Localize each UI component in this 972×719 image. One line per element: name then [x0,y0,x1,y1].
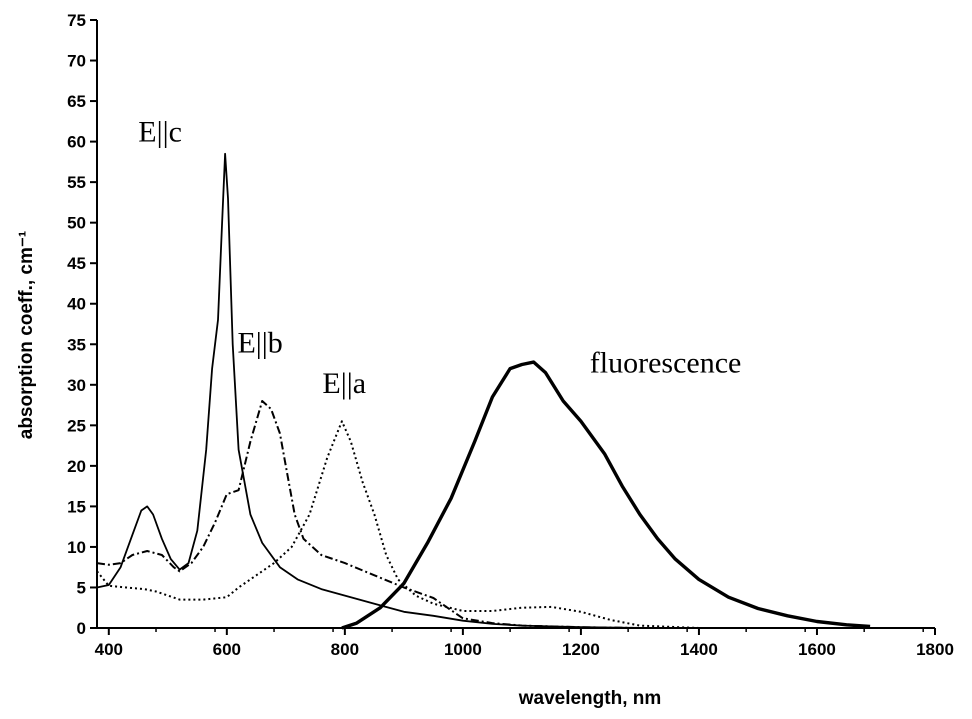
x-tick-label: 400 [95,640,123,659]
x-tick-label: 800 [331,640,359,659]
y-tick-label: 60 [67,133,86,152]
y-tick-label: 30 [67,376,86,395]
series-line [96,152,640,629]
y-tick-label: 5 [77,578,86,597]
y-tick-label: 10 [67,538,86,557]
y-tick-label: 50 [67,214,86,233]
y-tick-label: 55 [67,173,86,192]
x-tick-label: 1600 [798,640,836,659]
axes [96,20,935,629]
y-axis-label: absorption coeff., cm⁻¹ [16,231,37,440]
y-tick-label: 65 [67,92,86,111]
series-line [96,420,699,629]
ticks: 400 600 800 1000 1200 1400 1600 1800 0 5 10 15 20 25 3… [67,11,954,659]
y-tick-label: 45 [67,254,86,273]
series-annotation: fluorescence [590,347,742,380]
series-annotation: E||b [237,326,282,359]
series-line [341,360,871,630]
y-tick-label: 70 [67,52,86,71]
x-axis-label: wavelength, nm [518,688,662,709]
y-tick-label: 35 [67,335,86,354]
series-annotation: E||a [322,367,366,400]
y-tick-label: 40 [67,295,86,314]
x-tick-label: 600 [213,640,241,659]
y-tick-label: 25 [67,416,86,435]
x-tick-label: 1000 [444,640,482,659]
y-tick-label: 0 [77,619,86,638]
y-tick-label: 15 [67,497,86,516]
x-tick-label: 1800 [916,640,954,659]
x-tick-label: 1200 [562,640,600,659]
x-tick-label: 1400 [680,640,718,659]
series-annotation: E||c [138,116,182,149]
series-line [96,400,640,629]
annotations: E||c E||b E||a fluorescence [138,116,741,400]
plot-lines [96,152,871,630]
y-tick-label: 20 [67,457,86,476]
y-tick-label: 75 [67,11,86,30]
